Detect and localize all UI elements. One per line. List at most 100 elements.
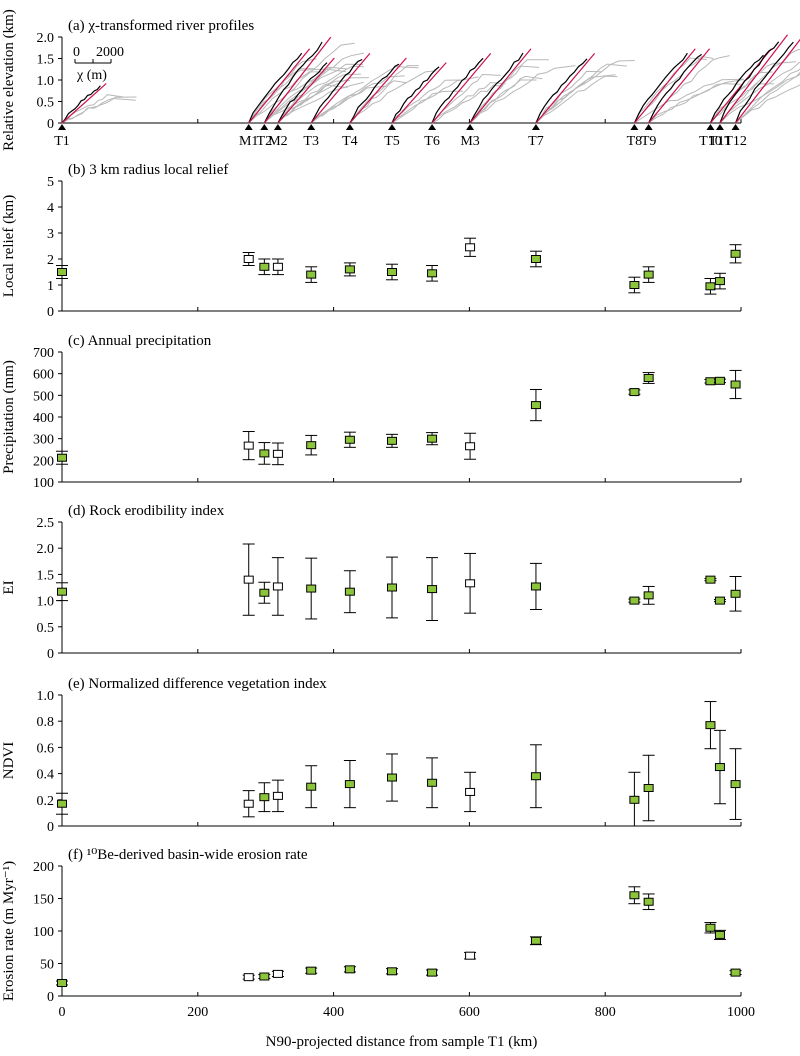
x-tick-label: 800 [595,1005,616,1020]
data-point-f [465,951,476,960]
data-point-c [243,441,254,450]
data-point-c [57,453,67,462]
site-label-t9: T9 [641,134,657,149]
tributary-profile-t7 [535,63,627,124]
data-point-c [259,449,270,458]
tributary-profile-m3 [469,65,540,124]
trunk-profile-t12 [735,41,794,124]
tributary-profile-t9 [648,79,744,124]
site-marker-t2 [260,124,269,130]
y-axis-label-c: Precipitation (mm) [1,360,17,474]
tributary-profile-t2 [263,52,364,124]
trunk-profile-t5 [391,66,440,124]
trunk-profile-t3 [310,58,363,124]
data-point-c [730,380,741,389]
site-label-t5: T5 [384,134,400,149]
chi-fit-line-t11 [719,34,789,124]
data-point-c [344,435,355,444]
chi-fit-line-m3 [469,48,532,124]
data-point-c [306,441,317,450]
data-point-d [272,582,283,591]
tributary-profile-m2 [277,81,364,124]
y-tick-label-a: 1.0 [37,74,55,89]
panel-title-f: (f) ¹⁰Be-derived basin-wide erosion rate [68,847,308,863]
site-marker-m2 [273,124,282,130]
data-point-e [530,772,541,781]
tributary-profile-t10 [710,83,775,124]
y-tick-label-e: 0 [47,820,54,835]
tributary-profile-m3 [469,79,537,124]
data-point-e [705,721,716,730]
data-point-b [427,269,438,278]
site-marker-m3 [466,124,475,130]
chi-fit-line-m1 [248,48,311,124]
tributary-profile-t6 [431,84,504,124]
site-marker-t10 [706,124,715,130]
y-tick-label-a: 2.0 [37,31,55,46]
tributary-profile-m3 [469,75,543,124]
data-point-c [427,434,438,443]
site-marker-t8 [630,124,639,130]
data-point-e [427,778,438,787]
data-point-d [465,579,476,588]
data-point-e [272,791,283,800]
site-label-t6: T6 [424,134,440,149]
tributary-profile-t11 [719,73,800,124]
tributary-profile-t3 [310,66,419,124]
y-tick-label-d: 1.0 [37,595,55,610]
site-label-t10: T10 [699,134,722,149]
y-tick-label-c: 300 [33,433,54,448]
trunk-profile-t6 [431,57,484,124]
y-tick-label-c: 400 [33,411,54,426]
data-point-c [465,442,476,451]
site-marker-t4 [345,124,354,130]
tributary-profile-m3 [469,59,549,124]
y-tick-label-f: 200 [33,860,54,875]
chi-fit-line-t4 [349,57,407,124]
chi-fit-line-t9 [648,48,711,124]
x-tick-label: 0 [59,1005,66,1020]
data-point-d [705,575,716,584]
y-tick-label-e: 0.4 [37,768,55,783]
data-point-f [57,979,67,987]
data-point-f [629,891,640,900]
trunk-profile-m1 [248,52,303,124]
chi-fit-line-m2 [277,57,335,124]
y-axis-label-e: NDVI [1,742,17,780]
data-point-c [714,376,725,385]
data-point-b [57,268,67,276]
tributary-profile-t7 [535,75,618,124]
data-point-d [344,587,355,596]
y-tick-label-b: 5 [47,175,54,190]
tributary-profile-t3 [310,85,387,124]
y-tick-label-a: 0 [47,117,54,132]
y-axis-label-a: Relative elevation (km) [1,9,17,151]
chi-fit-line-t5 [391,62,447,124]
tributary-profile-t12 [735,84,800,124]
data-point-d [530,582,541,591]
site-label-t11: T11 [709,134,731,149]
trunk-profile-t9 [648,53,702,124]
data-point-e [243,799,254,808]
data-point-f [272,969,283,978]
y-tick-label-e: 0.6 [37,741,55,756]
trunk-profile-t2 [263,41,323,124]
tributary-profile-t12 [735,71,800,124]
y-tick-label-c: 700 [33,346,54,361]
trunk-profile-m2 [277,62,328,124]
panel-title-d: (d) Rock erodibility index [68,503,225,519]
data-point-f [386,967,397,976]
panel-title-c: (c) Annual precipitation [68,333,212,349]
data-point-d [714,596,725,605]
data-point-b [465,243,476,252]
data-point-b [643,270,654,279]
tributary-profile-m3 [469,65,576,124]
panel-title-e: (e) Normalized difference vegetation ind… [68,676,327,692]
data-point-e [306,782,317,791]
site-label-t2: T2 [257,134,273,149]
tributary-profile-t8 [634,55,714,124]
y-tick-label-e: 0.2 [37,794,55,809]
trunk-profile-t4 [349,63,400,124]
data-point-c [643,374,654,382]
tributary-profile-t2 [264,65,364,124]
